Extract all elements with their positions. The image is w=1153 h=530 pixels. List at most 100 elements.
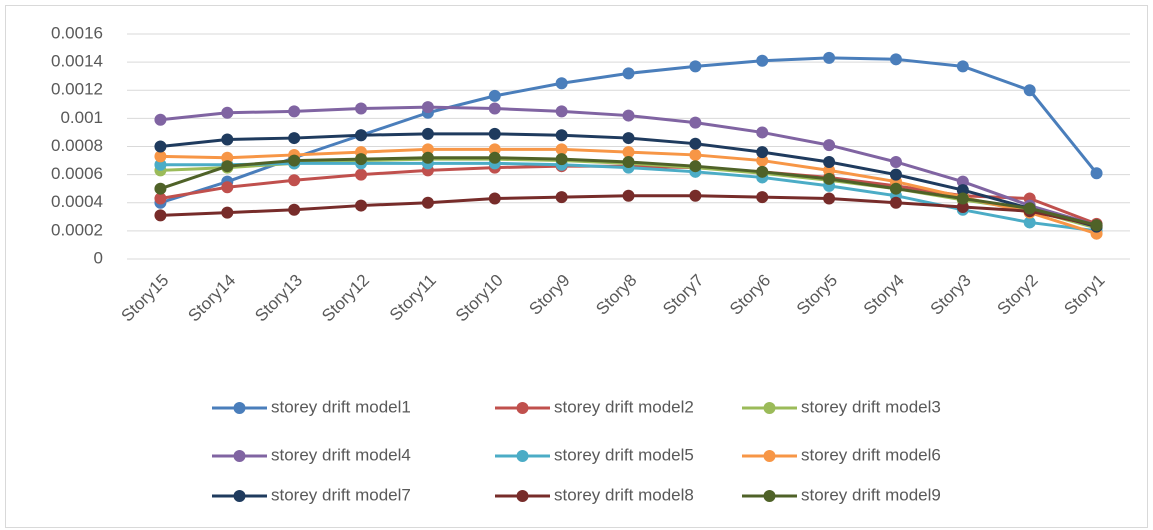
y-tick-label: 0.0004: [51, 192, 103, 211]
data-point: [622, 132, 635, 145]
data-point: [889, 182, 902, 195]
data-point: [221, 151, 234, 164]
data-point: [622, 155, 635, 168]
data-point: [689, 148, 702, 161]
legend-label: storey drift model5: [554, 445, 694, 464]
data-point: [756, 165, 769, 178]
data-point: [488, 151, 501, 164]
legend-marker: [763, 450, 776, 462]
legend-marker: [233, 450, 246, 462]
data-point: [956, 60, 969, 73]
data-point: [488, 192, 501, 205]
data-point: [622, 146, 635, 159]
data-point: [221, 106, 234, 119]
data-point: [555, 105, 568, 118]
data-point: [555, 153, 568, 166]
data-point: [488, 89, 501, 102]
data-point: [622, 109, 635, 122]
data-point: [288, 203, 301, 216]
data-point: [1090, 167, 1103, 180]
legend-marker: [233, 402, 246, 414]
data-point: [756, 146, 769, 159]
data-point: [154, 182, 167, 195]
legend-marker: [516, 490, 529, 502]
data-point: [689, 160, 702, 173]
data-point: [221, 133, 234, 146]
data-point: [221, 206, 234, 219]
legend-marker: [516, 450, 529, 462]
y-tick-label: 0.0006: [51, 164, 103, 183]
data-point: [756, 126, 769, 139]
data-point: [956, 200, 969, 213]
data-point: [823, 192, 836, 205]
legend-marker: [763, 402, 776, 414]
data-point: [956, 192, 969, 205]
legend-label: storey drift model6: [801, 445, 941, 464]
data-point: [823, 139, 836, 152]
data-point: [154, 113, 167, 126]
data-point: [355, 168, 368, 181]
data-point: [1023, 84, 1036, 97]
data-point: [288, 154, 301, 167]
data-point: [288, 174, 301, 187]
data-point: [889, 155, 902, 168]
data-point: [956, 184, 969, 197]
data-point: [689, 189, 702, 202]
data-point: [823, 155, 836, 168]
data-point: [221, 160, 234, 173]
legend-label: storey drift model7: [271, 485, 411, 504]
y-tick-label: 0.001: [60, 108, 103, 127]
data-point: [689, 116, 702, 129]
data-point: [288, 132, 301, 145]
data-point: [488, 102, 501, 115]
data-point: [823, 172, 836, 185]
data-point: [355, 102, 368, 115]
data-point: [1090, 219, 1103, 232]
data-point: [221, 181, 234, 194]
legend-label: storey drift model4: [271, 445, 411, 464]
data-point: [154, 150, 167, 163]
data-point: [555, 77, 568, 90]
data-point: [154, 158, 167, 171]
data-point: [756, 191, 769, 204]
data-point: [288, 105, 301, 118]
data-point: [823, 164, 836, 177]
data-point: [689, 137, 702, 150]
data-point: [1023, 216, 1036, 229]
data-point: [823, 51, 836, 64]
data-point: [555, 191, 568, 204]
legend-label: storey drift model8: [554, 485, 694, 504]
data-point: [1023, 202, 1036, 215]
legend-label: storey drift model2: [554, 397, 694, 416]
data-point: [421, 196, 434, 209]
legend-label: storey drift model1: [271, 397, 411, 416]
y-tick-label: 0.0008: [51, 136, 103, 155]
legend-marker: [233, 490, 246, 502]
data-point: [889, 168, 902, 181]
legend-label: storey drift model3: [801, 397, 941, 416]
data-point: [154, 192, 167, 205]
data-point: [555, 129, 568, 142]
chart-frame: [5, 5, 1148, 528]
data-point: [689, 60, 702, 73]
data-point: [756, 54, 769, 67]
legend-marker: [763, 490, 776, 502]
data-point: [421, 151, 434, 164]
y-tick-label: 0: [94, 248, 103, 267]
data-point: [355, 129, 368, 142]
data-point: [154, 209, 167, 222]
y-tick-label: 0.0012: [51, 80, 103, 99]
data-point: [889, 196, 902, 209]
data-point: [154, 140, 167, 153]
data-point: [421, 127, 434, 140]
data-point: [488, 127, 501, 140]
data-point: [355, 153, 368, 166]
data-point: [421, 101, 434, 114]
y-tick-label: 0.0014: [51, 52, 103, 71]
legend-marker: [516, 402, 529, 414]
data-point: [421, 143, 434, 156]
y-tick-label: 0.0016: [51, 23, 103, 42]
data-point: [756, 154, 769, 167]
data-point: [555, 143, 568, 156]
